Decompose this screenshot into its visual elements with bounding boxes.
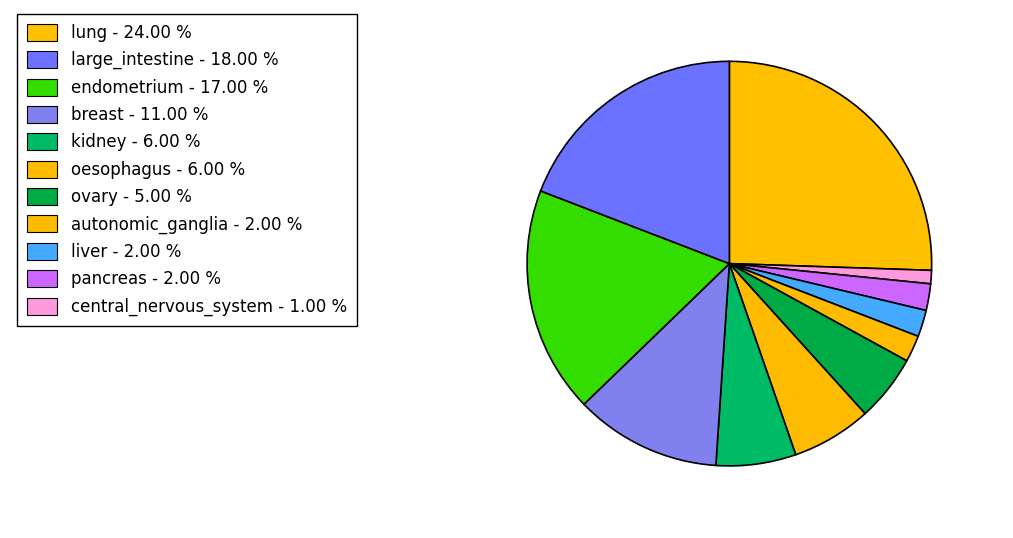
Wedge shape (729, 264, 865, 455)
Wedge shape (729, 264, 918, 361)
Wedge shape (729, 264, 907, 414)
Legend: lung - 24.00 %, large_intestine - 18.00 %, endometrium - 17.00 %, breast - 11.00: lung - 24.00 %, large_intestine - 18.00 … (17, 13, 357, 326)
Wedge shape (527, 191, 729, 404)
Wedge shape (729, 264, 932, 284)
Wedge shape (729, 264, 931, 310)
Wedge shape (541, 61, 729, 264)
Wedge shape (729, 61, 932, 271)
Wedge shape (716, 264, 796, 466)
Wedge shape (583, 264, 729, 465)
Wedge shape (729, 264, 926, 336)
